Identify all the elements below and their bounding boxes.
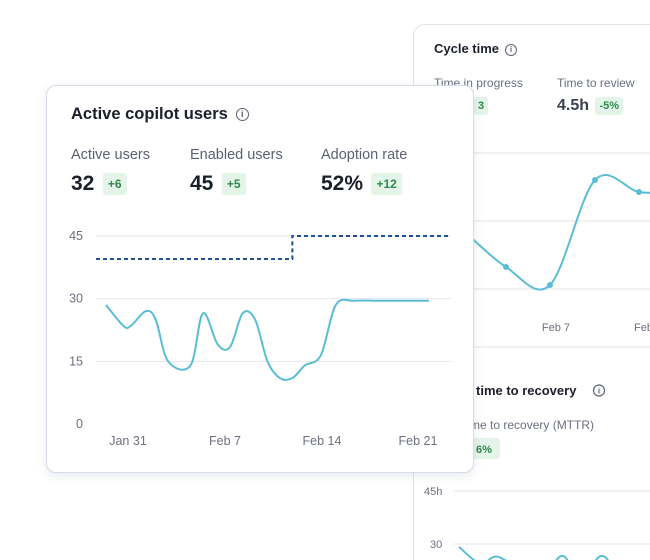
time-to-review-value: 4.5h -5% xyxy=(557,97,624,115)
info-icon[interactable]: i xyxy=(235,108,249,122)
svg-text:i: i xyxy=(598,387,600,396)
y-tick-label: 45 xyxy=(69,229,83,243)
y-tick-label: 45h xyxy=(424,486,442,498)
stat-enabled-users: Enabled users 45 +5 xyxy=(190,147,283,196)
y-tick-label: 0 xyxy=(76,417,83,431)
stat-label: Active users xyxy=(71,147,150,163)
stat-adoption-rate: Adoption rate 52% +12 xyxy=(321,147,407,196)
cycle-time-title: Cycle time i xyxy=(434,41,518,56)
y-tick-label: 15 xyxy=(69,354,83,368)
stat-change-badge: +5 xyxy=(221,173,246,195)
active-users-line xyxy=(105,298,429,381)
cycle-time-point xyxy=(636,189,642,195)
card-title: Active copilot users i xyxy=(71,105,249,124)
stat-value: 45 xyxy=(190,172,214,195)
y-tick-label: 30 xyxy=(430,539,442,551)
stat-label: Enabled users xyxy=(190,147,283,163)
active-users-chart: 0 15 30 45 Jan 31 Feb 7 Feb 14 Feb 21 xyxy=(69,229,451,448)
x-tick-label: Feb 14 xyxy=(303,434,342,448)
mttr-badge xyxy=(466,438,500,459)
stat-active-users: Active users 32 +6 xyxy=(71,147,150,196)
stat-value: 32 xyxy=(71,172,95,195)
cycle-time-chart: Feb 7 Feb time to recovery i me to recov… xyxy=(414,152,650,560)
svg-text:6%: 6% xyxy=(476,444,492,456)
enabled-users-line xyxy=(96,235,451,260)
mttr-label: me to recovery (MTTR) xyxy=(470,418,594,432)
x-tick-label: Feb 7 xyxy=(209,434,241,448)
time-in-progress-value: 3 xyxy=(434,97,489,115)
x-tick-label: Feb xyxy=(634,322,650,334)
x-tick-label: Jan 31 xyxy=(109,434,147,448)
stat-label: Adoption rate xyxy=(321,147,408,163)
recovery-title: time to recovery xyxy=(476,383,577,398)
stat-change-badge: +6 xyxy=(102,173,127,195)
y-tick-label: 30 xyxy=(69,292,83,306)
cycle-time-point xyxy=(592,177,598,183)
x-tick-label: Feb 21 xyxy=(399,434,438,448)
info-icon[interactable] xyxy=(592,384,606,397)
time-to-review-label: Time to review xyxy=(557,76,635,90)
time-to-review-badge: -5% xyxy=(595,97,624,115)
cycle-time-point xyxy=(547,282,553,288)
cycle-time-line xyxy=(463,174,650,291)
stat-change-badge: +12 xyxy=(371,173,402,195)
info-icon[interactable]: i xyxy=(505,43,518,56)
cycle-time-point xyxy=(503,264,509,270)
x-tick-label: Feb 7 xyxy=(542,322,570,334)
time-in-progress-badge: 3 xyxy=(474,97,489,115)
active-copilot-users-card: Active copilot users i Active users 32 +6… xyxy=(46,85,474,473)
stat-value: 52% xyxy=(321,172,364,195)
recovery-line xyxy=(458,546,609,560)
